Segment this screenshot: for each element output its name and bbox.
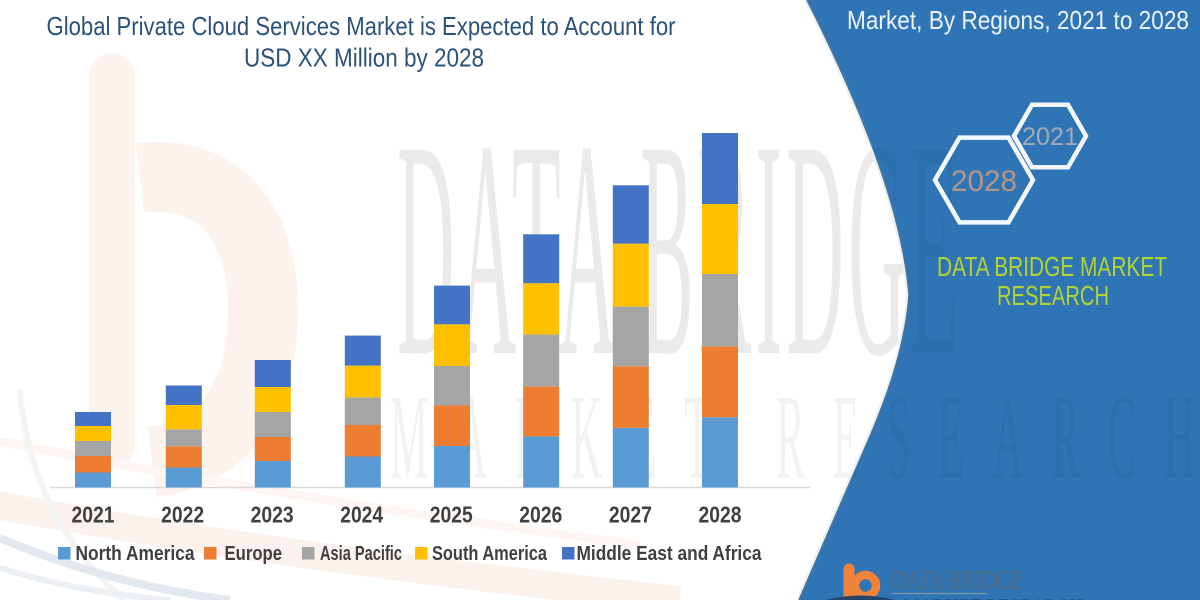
svg-text:RESEARCH: RESEARCH [997,280,1109,311]
svg-text:2028: 2028 [699,502,742,528]
svg-text:DATA BRIDGE MARKET: DATA BRIDGE MARKET [937,251,1167,282]
svg-text:2023: 2023 [251,502,294,528]
svg-text:North America: North America [76,543,196,565]
svg-text:2024: 2024 [340,502,383,528]
svg-text:2026: 2026 [519,502,562,528]
svg-text:Market, By Regions, 2021 to 20: Market, By Regions, 2021 to 2028 [847,5,1189,35]
svg-text:Global Private Cloud Services: Global Private Cloud Services Market is … [47,11,676,41]
svg-text:2027: 2027 [609,502,652,528]
svg-text:2025: 2025 [430,502,473,528]
svg-text:Asia Pacific: Asia Pacific [320,543,402,565]
svg-text:Europe: Europe [225,543,283,565]
svg-text:USD XX Million by 2028: USD XX Million by 2028 [244,43,484,73]
svg-text:South America: South America [432,543,548,565]
svg-text:2021: 2021 [1022,123,1078,151]
svg-text:DATA BRIDGE: DATA BRIDGE [892,565,1023,595]
svg-text:2022: 2022 [161,502,204,528]
svg-text:Middle East and Africa: Middle East and Africa [577,543,763,565]
svg-text:2021: 2021 [72,502,115,528]
svg-text:MARKET RESEARCH: MARKET RESEARCH [903,596,1083,600]
svg-text:2028: 2028 [951,165,1017,198]
